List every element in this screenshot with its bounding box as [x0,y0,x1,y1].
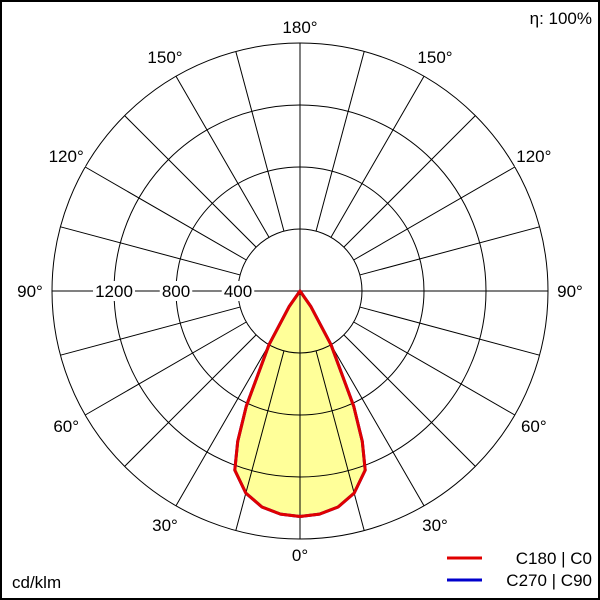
grid-spoke [60,226,241,276]
radial-tick-label: 400 [224,282,252,301]
series-line [233,289,367,519]
angle-label-bg [514,417,553,437]
angle-label-bg [146,515,184,536]
tick-label-bg [221,281,255,301]
angle-label: 60° [53,417,79,436]
grid-spoke [124,334,257,467]
angle-label-bg [47,417,86,437]
grid-spoke [330,344,425,507]
angle-label-bg [281,18,319,38]
grid-spoke [60,306,241,356]
unit-label: cd/klm [12,573,61,592]
tick-label-bg [93,281,135,301]
grid-spoke [330,75,425,238]
tick-label-bg [159,281,193,301]
grid-spoke [359,226,540,276]
angle-label-bg [146,48,184,69]
angle-label: 120° [49,147,84,166]
angle-label: 180° [282,18,317,37]
angle-label-bg [281,546,319,566]
grid-spoke [343,115,476,248]
angle-label: 90° [17,282,43,301]
grid-spoke [353,321,516,416]
grid-spoke [84,166,247,261]
grid-spoke [315,350,365,531]
angle-label-bg [11,282,49,302]
angle-label-bg [47,147,86,167]
angle-label: 150° [417,48,452,67]
legend-label: C180 | C0 [516,549,592,568]
grid-spoke [175,344,270,507]
grid-spoke [124,115,257,248]
radial-tick-label: 800 [162,282,190,301]
grid-spoke [84,321,247,416]
legend-label: C270 | C90 [506,571,592,590]
grid-spoke [359,306,540,356]
grid-spoke [235,51,285,232]
radial-tick-label: 1200 [95,282,133,301]
efficiency-label: η: 100% [530,9,592,28]
grid-spoke [343,334,476,467]
grid-spoke [315,51,365,232]
angle-label-bg [416,515,454,536]
angle-label-bg [551,282,589,302]
angle-label: 30° [152,516,178,535]
grid-spoke [175,75,270,238]
angle-label-bg [514,147,553,167]
angle-label: 0° [292,546,308,565]
angle-label: 60° [521,417,547,436]
angle-label: 90° [557,282,583,301]
angle-label: 150° [147,48,182,67]
grid-spoke [235,350,285,531]
angle-label: 30° [422,516,448,535]
angle-label: 120° [516,147,551,166]
grid-spoke [353,166,516,261]
angle-label-bg [416,48,454,69]
